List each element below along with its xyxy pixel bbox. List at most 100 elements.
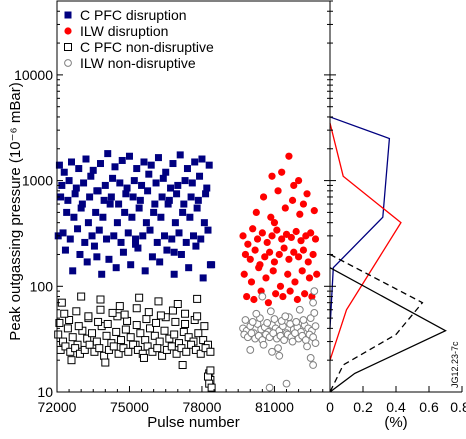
data-point — [194, 329, 203, 338]
data-point — [247, 329, 256, 338]
data-point — [310, 207, 318, 215]
data-point — [124, 347, 133, 356]
data-point — [74, 322, 83, 331]
data-point — [57, 193, 65, 201]
x-tick-label: 81000 — [255, 399, 294, 415]
data-point — [241, 316, 250, 324]
data-point — [139, 353, 148, 362]
legend-label: C PFC disruption — [80, 7, 187, 23]
legend-marker — [64, 59, 72, 67]
data-point — [264, 299, 272, 307]
data-point — [125, 152, 133, 160]
data-point — [285, 255, 293, 263]
data-point — [77, 292, 86, 301]
data-point — [93, 187, 101, 195]
data-point — [136, 329, 145, 338]
data-point — [135, 293, 144, 302]
data-point — [274, 344, 282, 353]
data-point — [96, 160, 104, 168]
data-point — [303, 342, 311, 351]
data-point — [288, 196, 297, 204]
data-point — [268, 232, 276, 240]
data-point — [275, 351, 284, 360]
data-point — [101, 181, 109, 189]
y-tick-label: 10 — [37, 384, 53, 400]
data-point — [100, 196, 108, 204]
data-point — [102, 331, 111, 340]
series-1 — [239, 152, 321, 307]
data-point — [151, 200, 159, 208]
data-point — [74, 225, 82, 233]
data-point — [281, 312, 290, 321]
data-point — [269, 267, 277, 275]
data-point — [132, 304, 141, 313]
data-point — [81, 238, 89, 246]
data-point — [253, 235, 262, 243]
data-point — [69, 267, 77, 275]
data-point — [197, 235, 205, 243]
data-point — [143, 342, 152, 351]
data-point — [175, 229, 183, 237]
series-2 — [54, 292, 216, 392]
data-point — [280, 244, 288, 252]
data-point — [280, 336, 288, 344]
data-point — [294, 253, 303, 261]
data-point — [252, 208, 260, 217]
series-0 — [54, 150, 216, 282]
data-point — [127, 261, 135, 269]
data-point — [122, 190, 130, 198]
data-point — [112, 327, 121, 336]
data-point — [194, 196, 202, 204]
data-point — [88, 329, 97, 338]
data-point — [142, 315, 151, 324]
data-point — [244, 240, 252, 248]
data-point — [288, 337, 297, 346]
data-point — [258, 292, 267, 301]
data-point — [115, 200, 123, 208]
dist-x-axis-label: (%) — [384, 414, 407, 431]
data-point — [169, 160, 177, 168]
legend-item-1: ILW disruption — [64, 23, 168, 39]
data-point — [261, 253, 269, 261]
data-point — [265, 383, 274, 392]
data-point — [147, 161, 155, 169]
data-point — [268, 347, 276, 356]
data-point — [170, 248, 178, 256]
data-point — [162, 168, 170, 176]
data-point — [263, 238, 271, 247]
data-point — [181, 319, 190, 328]
data-point — [129, 340, 138, 349]
data-point — [148, 253, 156, 261]
data-point — [304, 258, 312, 266]
data-point — [269, 329, 278, 338]
data-point — [299, 316, 308, 324]
data-point — [92, 337, 101, 346]
y-tick-label: 1000 — [22, 173, 53, 189]
data-point — [184, 333, 193, 342]
data-point — [103, 319, 112, 328]
data-point — [115, 302, 124, 311]
data-point — [59, 229, 67, 237]
data-point — [266, 307, 275, 316]
x-tick-label: 72000 — [38, 399, 77, 415]
data-point — [274, 187, 282, 195]
data-point — [281, 204, 289, 212]
data-point — [84, 312, 93, 321]
data-point — [153, 238, 161, 246]
data-point — [161, 232, 169, 240]
data-point — [145, 170, 153, 178]
data-point — [114, 349, 123, 358]
legend-label: ILW non-disruptive — [80, 55, 196, 71]
data-point — [101, 358, 110, 367]
legend-marker — [64, 11, 72, 19]
data-point — [248, 318, 257, 326]
data-point — [84, 219, 92, 227]
legend-item-3: ILW non-disruptive — [64, 55, 196, 71]
data-point — [259, 340, 268, 349]
data-point — [252, 309, 261, 318]
data-point — [140, 158, 148, 166]
data-point — [86, 193, 94, 201]
data-point — [311, 235, 320, 243]
data-point — [156, 258, 164, 266]
